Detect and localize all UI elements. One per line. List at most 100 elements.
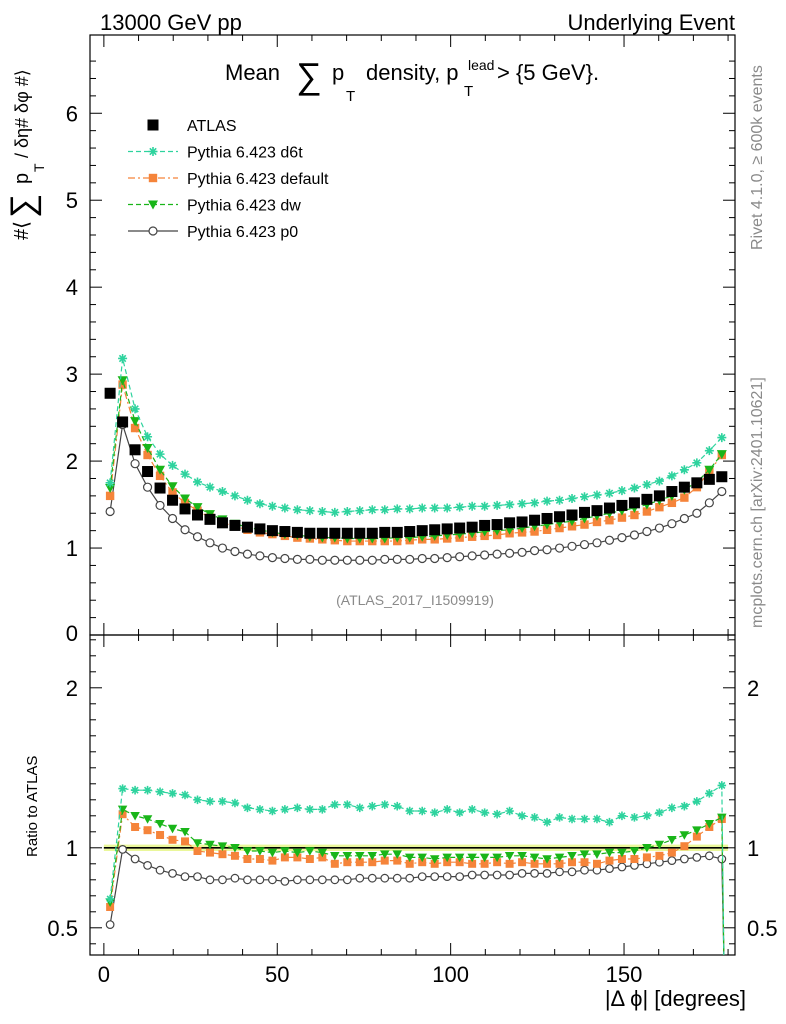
pythia-6-423-p0-point	[405, 554, 415, 564]
pythia-6-423-p0-point	[604, 535, 615, 545]
pythia-6-423-p0-point	[654, 523, 665, 533]
ratio-pythia-6-423-d6t-point	[580, 814, 589, 824]
rivet-label: Rivet 4.1.0, ≥ 600k events	[749, 65, 766, 250]
pythia-6-423-p0-point	[255, 551, 265, 561]
pythia-6-423-d6t-point	[130, 404, 140, 414]
ratio-y-tick-label: 0.5	[47, 916, 78, 941]
ratio-pythia-6-423-d6t-point	[280, 805, 290, 814]
ratio-pythia-6-423-dw-point	[704, 820, 715, 829]
pythia-6-423-default-point	[642, 507, 652, 516]
atlas-point	[192, 509, 203, 521]
pythia-6-423-d6t-point	[505, 500, 515, 510]
pythia-6-423-d6t-point	[292, 505, 302, 515]
ratio-pythia-6-423-d6t-point	[205, 797, 215, 806]
ratio-pythia-6-423-d6t-point	[680, 801, 689, 811]
ratio-pythia-6-423-dw-point	[342, 852, 353, 861]
ratio-pythia-6-423-dw-point	[180, 828, 190, 837]
main-y-tick-label: 5	[66, 188, 78, 213]
ratio-pythia-6-423-dw-point	[517, 852, 527, 861]
ratio-pythia-6-423-d6t-point	[168, 789, 177, 798]
pythia-6-423-default-point	[143, 450, 152, 460]
ratio-pythia-6-423-default-point	[455, 858, 464, 867]
pythia-6-423-d6t-point	[168, 460, 178, 470]
pythia-6-423-d6t-point	[617, 486, 627, 496]
legend-item-pythia-6-423-p0: Pythia 6.423 p0	[128, 224, 298, 241]
pythia-6-423-d6t-point	[242, 495, 252, 505]
header-right: Underlying Event	[567, 10, 735, 35]
pythia-6-423-d6t-point	[155, 449, 165, 459]
ratio-pythia-6-423-p0-point	[367, 873, 377, 883]
ratio-pythia-6-423-default-point	[692, 832, 701, 841]
pythia-6-423-d6t-point	[517, 499, 527, 509]
ratio-y-tick-label-right: 2	[747, 676, 759, 701]
atlas-point	[391, 526, 403, 538]
pythia-6-423-d6t-point	[592, 490, 602, 500]
ratio-pythia-6-423-d6t-point	[430, 808, 439, 817]
title-sub2: T	[464, 83, 473, 100]
ratio-pythia-6-423-d6t-point	[380, 800, 390, 809]
pythia-6-423-default-point	[630, 510, 639, 520]
ratio-pythia-6-423-p0-point	[717, 854, 727, 864]
ratio-pythia-6-423-d6t-line	[109, 784, 725, 956]
atlas-point	[429, 524, 441, 536]
ratio-pythia-6-423-d6t-point	[118, 784, 127, 793]
main-y-tick-label: 3	[66, 362, 78, 387]
ratio-pythia-6-423-d6t-point	[455, 808, 464, 817]
ratio-pythia-6-423-d6t-point	[617, 811, 627, 821]
atlas-point	[516, 516, 528, 528]
atlas-point	[416, 525, 428, 537]
ratio-pythia-6-423-dw-point	[292, 848, 303, 858]
ratio-pythia-6-423-p0-point	[380, 873, 390, 883]
atlas-point	[129, 444, 141, 456]
pythia-6-423-d6t-point	[193, 477, 202, 487]
pythia-6-423-p0-point	[317, 555, 327, 565]
ratio-pythia-6-423-d6t-point	[268, 806, 277, 816]
pythia-6-423-d6t-line	[109, 358, 723, 513]
ratio-pythia-6-423-p0-point	[392, 873, 402, 883]
main-y-tick-label: 1	[66, 536, 78, 561]
ratio-pythia-6-423-dw-point	[467, 853, 477, 863]
ratio-pythia-6-423-p0-point	[317, 875, 327, 885]
pythia-6-423-d6t-point	[267, 501, 277, 511]
ratio-pythia-6-423-dw-point	[442, 853, 452, 863]
main-y-tick-label: 4	[66, 275, 78, 300]
ratio-panel: 0.5 0.5 1 1 2 2 0 50 100 150	[47, 634, 778, 987]
pythia-6-423-default-point	[667, 498, 677, 508]
ratio-pythia-6-423-d6t-point	[130, 785, 140, 795]
ratio-pythia-6-423-default-point	[530, 859, 539, 868]
ratio-pythia-6-423-p0-point	[517, 869, 527, 878]
pythia-6-423-d6t-point	[392, 504, 402, 514]
ratio-pythia-6-423-dw-point	[692, 826, 702, 835]
pythia-6-423-d6t-point	[430, 503, 440, 513]
ylabel-suffix: / δη# δφ #⟩	[12, 69, 32, 158]
ratio-pythia-6-423-dw-point	[230, 844, 240, 853]
atlas-point	[204, 513, 216, 525]
ratio-pythia-6-423-p0-point	[455, 872, 465, 881]
ratio-pythia-6-423-p0-point	[542, 869, 552, 878]
pythia-6-423-d6t-point	[704, 446, 714, 456]
ratio-pythia-6-423-p0-point	[180, 872, 190, 881]
ratio-pythia-6-423-dw-point	[330, 852, 340, 861]
ratio-pythia-6-423-default-point	[131, 823, 140, 831]
title-sup: lead	[468, 57, 494, 73]
atlas-point	[266, 525, 278, 537]
pythia-6-423-d6t-point	[604, 488, 614, 498]
pythia-6-423-p0-point	[480, 550, 490, 560]
ratio-pythia-6-423-dw-point	[242, 847, 253, 856]
ratio-pythia-6-423-dw-point	[280, 847, 290, 856]
pythia-6-423-default-point	[567, 522, 577, 531]
legend-label: Pythia 6.423 dw	[187, 198, 301, 215]
pythia-6-423-dw-point	[716, 450, 727, 460]
ratio-pythia-6-423-p0-point	[130, 854, 140, 864]
ratio-pythia-6-423-default-point	[568, 858, 577, 867]
ratio-pythia-6-423-dw-point	[155, 820, 165, 829]
ratio-pythia-6-423-d6t-point	[305, 805, 315, 814]
ratio-pythia-6-423-p0-point	[605, 864, 614, 873]
series-pythia-6-423-p0	[105, 419, 727, 565]
ratio-pythia-6-423-p0-point	[342, 875, 352, 885]
mcplots-label: mcplots.cern.ch [arXiv:2401.10621]	[749, 377, 766, 628]
atlas-point	[354, 527, 366, 539]
ratio-pythia-6-423-dw-point	[554, 853, 565, 863]
atlas-point	[603, 502, 615, 514]
main-y-tick-label-zero: 0	[66, 621, 78, 646]
